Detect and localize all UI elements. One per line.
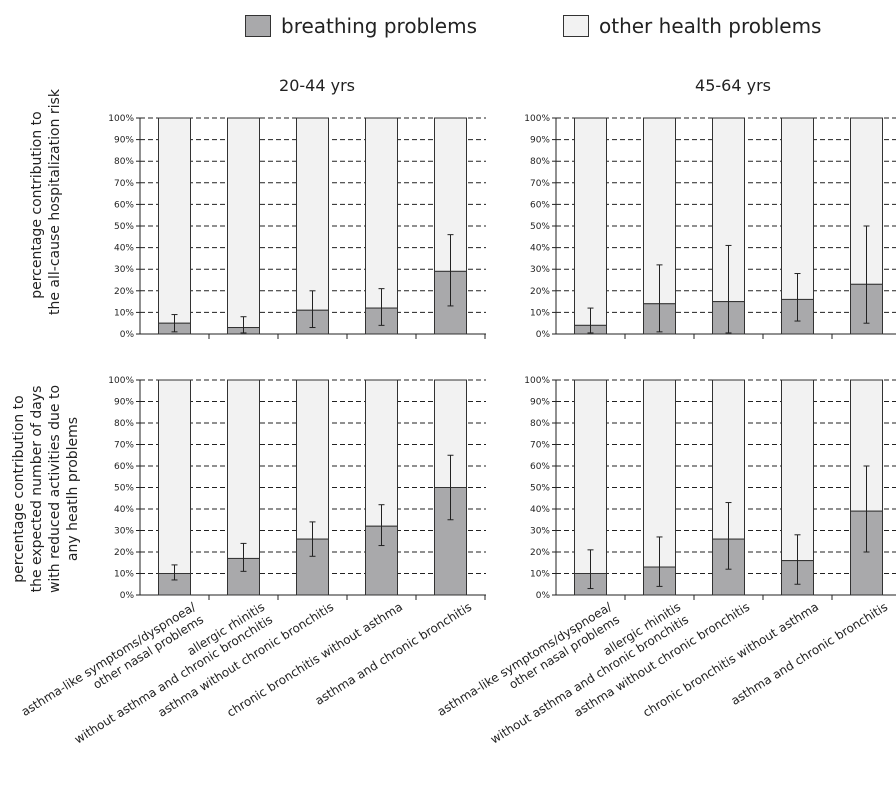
y-tick-label: 10%: [530, 308, 550, 318]
y-tick-label: 80%: [114, 419, 134, 429]
y-tick-label: 10%: [114, 570, 134, 580]
y-tick-label: 0%: [120, 330, 135, 340]
legend-label-other: other health problems: [599, 14, 822, 38]
y-tick-label: 90%: [114, 136, 134, 146]
bar-other-health: [365, 379, 398, 527]
y-tick-label: 40%: [114, 244, 134, 254]
panel-title-left: 20-44 yrs: [279, 76, 355, 95]
y-tick-label: 0%: [536, 330, 551, 340]
y-tick-label: 50%: [114, 484, 134, 494]
bar-other-health: [296, 117, 329, 311]
y-tick-label: 40%: [114, 505, 134, 515]
y-tick-label: 20%: [530, 287, 550, 297]
panel-title-right: 45-64 yrs: [695, 76, 771, 95]
bar-other-health: [574, 117, 607, 326]
y-tick-label: 10%: [114, 308, 134, 318]
y-tick-label: 80%: [530, 157, 550, 167]
y-tick-label: 50%: [530, 222, 550, 232]
legend-swatch-other: [563, 15, 589, 37]
y-tick-label: 0%: [536, 591, 551, 601]
y-tick-label: 70%: [530, 441, 550, 451]
y-tick-label: 70%: [114, 179, 134, 189]
legend-item-breathing: breathing problems: [245, 14, 477, 38]
y-tick-label: 20%: [114, 287, 134, 297]
y-tick-label: 50%: [530, 484, 550, 494]
y-tick-label: 40%: [530, 505, 550, 515]
y-tick-label: 80%: [114, 157, 134, 167]
legend-label-breathing: breathing problems: [281, 14, 478, 38]
legend-swatch-breathing: [245, 15, 271, 37]
y-tick-label: 20%: [114, 548, 134, 558]
y-tick-label: 60%: [530, 462, 550, 472]
bar-other-health: [365, 117, 398, 309]
bar-other-health: [227, 379, 260, 559]
y-tick-label: 20%: [530, 548, 550, 558]
y-tick-label: 90%: [114, 398, 134, 408]
y-tick-label: 10%: [530, 570, 550, 580]
y-tick-label: 40%: [530, 244, 550, 254]
y-tick-label: 60%: [114, 200, 134, 210]
y-tick-label: 100%: [524, 376, 550, 386]
y-tick-label: 30%: [530, 265, 550, 275]
y-tick-label: 0%: [120, 591, 135, 601]
y-tick-label: 90%: [530, 398, 550, 408]
y-tick-label: 60%: [114, 462, 134, 472]
y-tick-label: 80%: [530, 419, 550, 429]
y-tick-label: 100%: [524, 114, 550, 124]
y-tick-label: 90%: [530, 136, 550, 146]
bar-other-health: [781, 379, 814, 562]
legend-item-other: other health problems: [563, 14, 821, 38]
y-tick-label: 30%: [114, 527, 134, 537]
y-tick-label: 30%: [114, 265, 134, 275]
y-tick-label: 30%: [530, 527, 550, 537]
bar-other-health: [158, 117, 191, 324]
y-tick-label: 50%: [114, 222, 134, 232]
y-tick-label: 100%: [108, 114, 134, 124]
bar-other-health: [781, 117, 814, 300]
y-tick-label: 60%: [530, 200, 550, 210]
y-tick-label: 70%: [530, 179, 550, 189]
y-tick-label: 100%: [108, 376, 134, 386]
bar-other-health: [296, 379, 329, 540]
bar-other-health: [574, 379, 607, 574]
y-tick-label: 70%: [114, 441, 134, 451]
bar-other-health: [158, 379, 191, 574]
bar-other-health: [227, 117, 260, 329]
